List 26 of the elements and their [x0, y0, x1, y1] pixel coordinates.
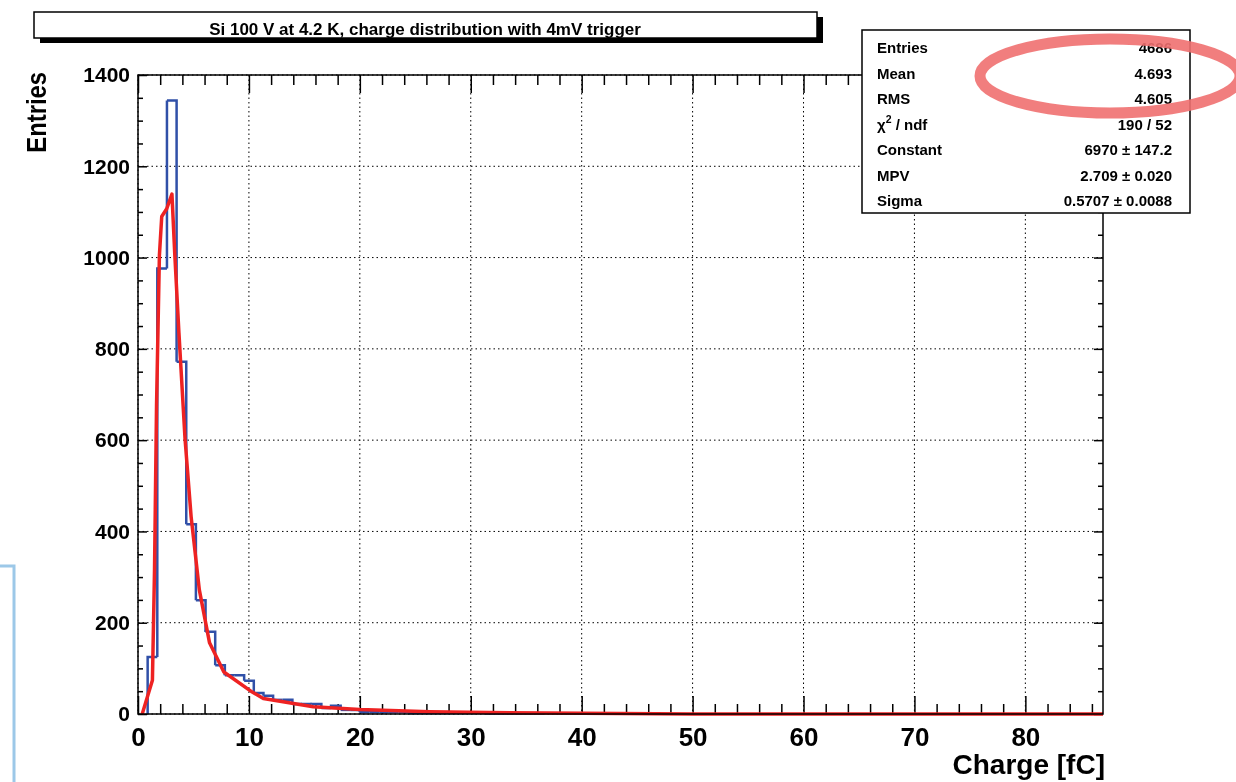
x-tick-label: 40 [567, 722, 597, 752]
y-tick-label: 0 [118, 702, 130, 726]
text: Entries 4686 [877, 38, 1172, 56]
x-tick-label: 70 [900, 722, 930, 752]
y-tick-label: 400 [94, 519, 130, 543]
x-axis-title: Charge [fC] [952, 749, 1105, 780]
y-tick-label: 200 [94, 610, 130, 634]
text: Sigma 0.5707 ± 0.0088 [877, 191, 1172, 209]
text: Mean 4.693 [877, 64, 1172, 82]
y-tick-label: 600 [94, 428, 130, 452]
x-tick-label: 30 [456, 722, 486, 752]
x-tick-label: 60 [789, 722, 819, 752]
x-tick-label: 10 [234, 722, 264, 752]
y-axis-title: Entries [20, 72, 53, 153]
y-tick-label: 1000 [83, 245, 130, 269]
text: χ$^{2}$ / ndf 190 / 52 [877, 112, 1172, 133]
text: RMS 4.605 [877, 89, 1172, 107]
y-tick-label: 1400 [83, 63, 130, 87]
x-tick-label: 20 [345, 722, 375, 752]
chart-title: Si 100 V at 4.2 K, charge distribution with 4mV trigger [209, 20, 642, 40]
text: Constant 6970 ± 147.2 [877, 140, 1172, 158]
y-tick-label: 1200 [83, 154, 130, 178]
y-tick-label: 800 [94, 337, 130, 361]
x-tick-label: 80 [1011, 722, 1041, 752]
text: MPV 2.709 ± 0.020 [877, 166, 1172, 184]
x-tick-label: 50 [678, 722, 708, 752]
